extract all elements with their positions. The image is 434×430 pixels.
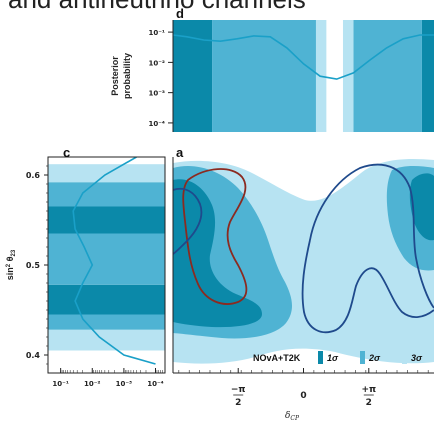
region-1sigma-right [409,173,434,241]
panel-c-bands [48,164,165,351]
panel-c: c 10⁻¹ 10⁻² 10⁻³ 10⁻⁴ [47,145,166,388]
panel-a: a −π 2 0 +π 2 0.6 0.5 0.4 δCP sin2 θ23 NOvA+T2… [5,145,434,422]
contour-blue-left [173,187,203,255]
panel-c-band-1sigma [48,284,165,315]
panel-d-y-tick-label: 10⁻¹ [148,29,165,37]
panel-d-posterior-curve [173,34,434,80]
panel-c-x-tick-label: 10⁻² [84,380,101,388]
panel-c-band-2sigma [48,314,165,330]
panel-a-letter: a [176,145,184,160]
contour-blue-right [301,163,434,334]
panel-c-band-2sigma [48,182,165,207]
panel-a-y-tick-label: 0.5 [26,261,41,270]
panel-a-x-tick-label-num: +π [361,385,376,395]
panel-a-x-tick-label-den: 2 [235,398,241,408]
panel-d-bands [173,20,434,132]
panel-d-band-1sigma [421,20,434,132]
panel-a-x-tick-label: 0 [300,391,306,401]
panel-d-band-3sigma [342,20,354,132]
legend-label-3sigma: 3σ [411,353,423,363]
panel-d-letter: d [176,6,184,21]
panel-c-band-1sigma [48,206,165,234]
panel-d-y-tick-label: 10⁻² [148,59,165,67]
panel-d-band-1sigma [173,20,213,132]
legend-title: NOvA+T2K [253,353,301,363]
panel-d-ylabel-line1: Posterior [110,56,120,96]
panel-a-x-ticks: −π 2 0 +π 2 [178,368,429,408]
contour-red [182,168,248,305]
region-1sigma-left [173,179,262,328]
legend: NOvA+T2K 1σ 2σ 3σ [253,351,423,364]
panel-a-ylabel: sin2 θ23 [5,249,17,280]
legend-label-2sigma: 2σ [368,353,381,363]
panel-d-y-tick-label: 10⁻³ [148,90,165,98]
legend-swatch-2sigma [360,351,365,364]
panel-c-posterior-curve [72,157,156,365]
panel-d-band-2sigma [212,20,316,132]
legend-label-1sigma: 1σ [327,353,339,363]
panel-d-band-2sigma [353,20,422,132]
legend-swatch-3sigma [402,351,407,364]
panel-a-y-ticks: 0.6 0.5 0.4 [26,165,48,365]
legend-swatch-1sigma [318,351,323,364]
panel-a-y-tick-label: 0.6 [26,171,41,180]
panel-d: d 10⁻¹ 10⁻² 10⁻³ 10⁻⁴ Posterior probability [110,6,434,132]
panel-a-x-tick-label-den: 2 [366,398,372,408]
panel-c-letter: c [63,145,70,160]
panel-c-band-3sigma [48,329,165,351]
panel-c-band-2sigma [48,233,165,285]
panel-c-x-ticks: 10⁻¹ 10⁻² 10⁻³ 10⁻⁴ [52,368,164,388]
panel-a-x-tick-label-num: −π [231,385,246,395]
panel-a-xlabel: δCP [285,411,300,422]
header-text: and antineutrino channels [8,0,306,14]
panel-d-ylabel-line2: probability [122,53,132,99]
panel-c-x-tick-label: 10⁻⁴ [147,380,164,388]
panel-c-x-tick-label: 10⁻¹ [52,380,69,388]
panel-d-y-ticks: 10⁻¹ 10⁻² 10⁻³ 10⁻⁴ [148,29,173,128]
panel-c-x-tick-label: 10⁻³ [116,380,133,388]
panel-d-y-tick-label: 10⁻⁴ [148,120,165,128]
panel-a-y-tick-label: 0.4 [26,351,41,360]
